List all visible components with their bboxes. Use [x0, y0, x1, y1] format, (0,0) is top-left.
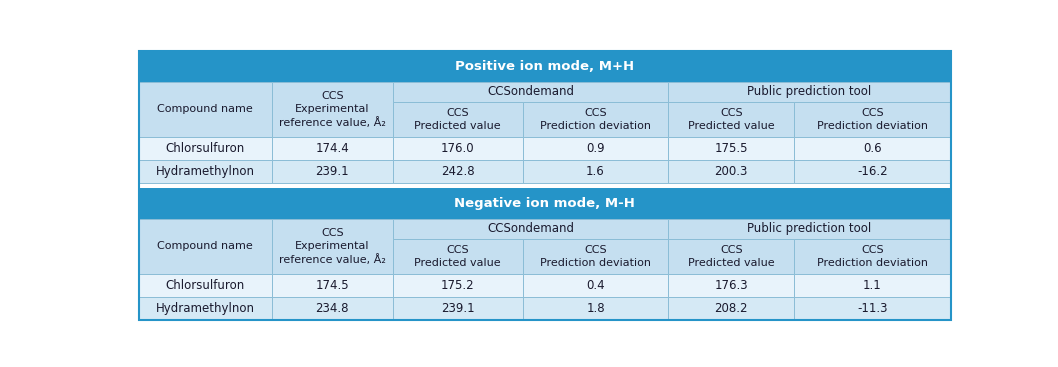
Bar	[139, 137, 272, 160]
Bar	[272, 274, 393, 297]
Text: 239.1: 239.1	[315, 165, 349, 178]
Bar	[139, 274, 272, 297]
Text: CCS
Predicted value: CCS Predicted value	[415, 245, 501, 268]
Text: 239.1: 239.1	[441, 302, 475, 315]
Text: CCS
Predicted value: CCS Predicted value	[415, 108, 501, 131]
Text: CCS
Predicted value: CCS Predicted value	[688, 245, 774, 268]
Text: 175.2: 175.2	[441, 279, 475, 292]
Text: 1.1: 1.1	[863, 279, 881, 292]
Text: CCS
Prediction deviation: CCS Prediction deviation	[540, 245, 651, 268]
Bar	[669, 239, 794, 274]
Bar	[272, 160, 393, 183]
Bar	[393, 239, 523, 274]
Text: 174.5: 174.5	[315, 279, 349, 292]
Text: 1.8: 1.8	[586, 302, 605, 315]
Bar	[669, 274, 794, 297]
Bar	[669, 219, 950, 239]
Bar	[393, 102, 523, 137]
Text: Hydramethylnon: Hydramethylnon	[156, 302, 255, 315]
Bar	[393, 297, 523, 320]
Text: 0.9: 0.9	[586, 142, 605, 155]
Bar	[794, 274, 950, 297]
Bar	[669, 160, 794, 183]
Bar	[139, 82, 272, 137]
Text: Negative ion mode, M-H: Negative ion mode, M-H	[454, 197, 635, 210]
Bar	[272, 137, 393, 160]
Text: CCSondemand: CCSondemand	[488, 222, 574, 235]
Text: 175.5: 175.5	[714, 142, 748, 155]
Bar	[139, 160, 272, 183]
Text: Positive ion mode, M+H: Positive ion mode, M+H	[455, 60, 634, 73]
Bar	[393, 219, 669, 239]
Text: -11.3: -11.3	[857, 302, 888, 315]
Bar	[669, 137, 794, 160]
Text: Hydramethylnon: Hydramethylnon	[156, 165, 255, 178]
Bar	[794, 160, 950, 183]
Bar	[523, 160, 669, 183]
Bar	[669, 102, 794, 137]
Text: CCS
Prediction deviation: CCS Prediction deviation	[817, 108, 928, 131]
Text: CCS
Prediction deviation: CCS Prediction deviation	[540, 108, 651, 131]
Text: CCS
Experimental
reference value, Å₂: CCS Experimental reference value, Å₂	[279, 228, 386, 265]
Text: 1.6: 1.6	[586, 165, 605, 178]
Text: Compound name: Compound name	[158, 241, 253, 251]
Text: 0.6: 0.6	[863, 142, 881, 155]
Bar	[794, 137, 950, 160]
Text: -16.2: -16.2	[857, 165, 888, 178]
Bar	[393, 82, 669, 102]
Bar	[393, 160, 523, 183]
Bar	[523, 239, 669, 274]
Bar	[669, 82, 950, 102]
Bar	[272, 82, 393, 137]
Bar	[272, 219, 393, 274]
Text: Chlorsulfuron: Chlorsulfuron	[166, 279, 244, 292]
Bar	[139, 219, 272, 274]
Text: 176.0: 176.0	[441, 142, 475, 155]
Bar	[523, 102, 669, 137]
Bar	[139, 297, 272, 320]
Bar	[794, 239, 950, 274]
Bar	[393, 137, 523, 160]
Text: 176.3: 176.3	[714, 279, 748, 292]
Bar	[272, 297, 393, 320]
Bar	[794, 297, 950, 320]
Text: CCS
Prediction deviation: CCS Prediction deviation	[817, 245, 928, 268]
Text: CCS
Experimental
reference value, Å₂: CCS Experimental reference value, Å₂	[279, 91, 386, 128]
Text: 242.8: 242.8	[441, 165, 475, 178]
Text: 234.8: 234.8	[315, 302, 349, 315]
Text: 0.4: 0.4	[586, 279, 605, 292]
Bar	[393, 274, 523, 297]
Bar	[523, 137, 669, 160]
Text: Compound name: Compound name	[158, 104, 253, 114]
Text: Chlorsulfuron: Chlorsulfuron	[166, 142, 244, 155]
Text: 174.4: 174.4	[315, 142, 349, 155]
Bar	[523, 274, 669, 297]
Text: CCSondemand: CCSondemand	[488, 85, 574, 98]
Text: 200.3: 200.3	[714, 165, 748, 178]
Bar	[139, 188, 950, 219]
Text: Public prediction tool: Public prediction tool	[747, 85, 872, 98]
Bar	[139, 51, 950, 82]
Bar	[669, 297, 794, 320]
Text: 208.2: 208.2	[714, 302, 748, 315]
Text: CCS
Predicted value: CCS Predicted value	[688, 108, 774, 131]
Bar	[794, 102, 950, 137]
Bar	[523, 297, 669, 320]
Text: Public prediction tool: Public prediction tool	[747, 222, 872, 235]
